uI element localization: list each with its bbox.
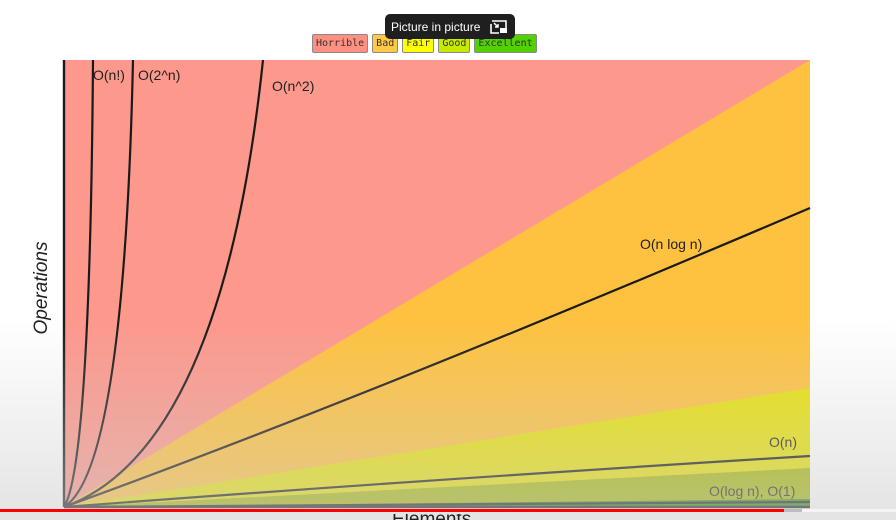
video-progress-fill	[0, 509, 784, 512]
curve-label-2-to-n: O(2^n)	[138, 67, 180, 83]
curve-label-n-log-n: O(n log n)	[640, 236, 702, 252]
picture-in-picture-label: Picture in picture	[391, 19, 481, 34]
y-axis-label: Operations	[31, 241, 52, 335]
legend-item-horrible: Horrible	[312, 34, 369, 53]
curve-label-n-factorial: O(n!)	[93, 67, 125, 83]
video-progress-bar[interactable]	[0, 509, 896, 512]
picture-in-picture-button[interactable]: Picture in picture	[385, 14, 515, 39]
picture-in-picture-icon	[490, 19, 508, 34]
curve-label-n: O(n)	[769, 434, 797, 450]
video-buffer-bar	[784, 509, 802, 512]
x-axis-label: Elements	[392, 514, 471, 520]
curve-label-n-squared: O(n^2)	[272, 78, 314, 94]
curve-label-log-n-and-constant: O(log n), O(1)	[709, 483, 795, 499]
